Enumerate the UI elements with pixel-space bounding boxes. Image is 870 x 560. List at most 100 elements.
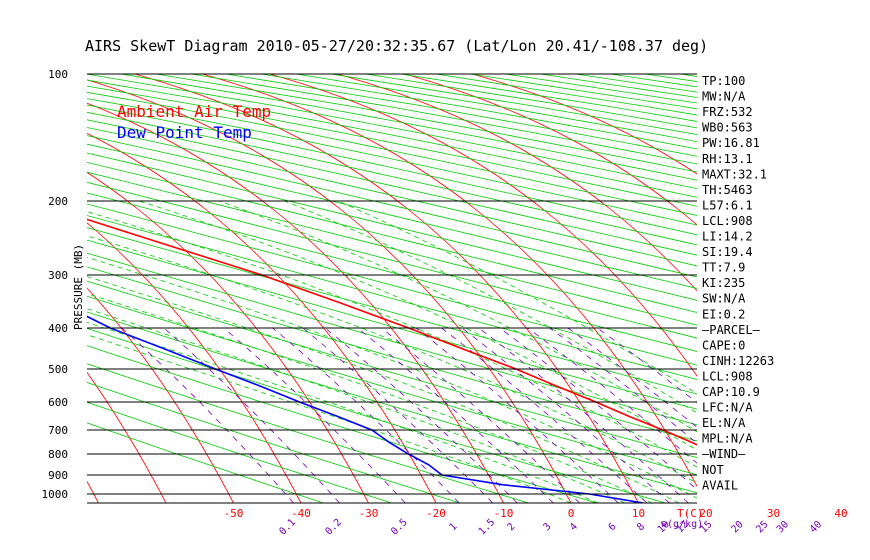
moist-adiabat-line bbox=[284, 200, 697, 414]
x-axis-label: T(C) bbox=[677, 507, 704, 520]
bottom-tick-label: 10 bbox=[632, 507, 645, 520]
mixing-ratio-line bbox=[527, 327, 697, 464]
index-item: TH:5463 bbox=[702, 183, 753, 197]
mixing-ratio-line bbox=[441, 327, 648, 503]
dry-adiabat-line bbox=[87, 239, 697, 410]
dry-adiabat-line bbox=[87, 328, 666, 503]
y-tick-label: 100 bbox=[48, 68, 68, 81]
index-item: WB0:563 bbox=[702, 121, 753, 135]
mixing-ratio-line bbox=[478, 327, 689, 503]
bottom-tick-label: 40 bbox=[834, 507, 847, 520]
index-item: AVAIL bbox=[702, 478, 738, 492]
moist-adiabat-line bbox=[87, 211, 697, 468]
index-item: LCL:908 bbox=[702, 369, 753, 383]
dry-adiabat-line bbox=[87, 227, 697, 395]
bottom-tick-label: -20 bbox=[426, 507, 446, 520]
index-item: EI:0.2 bbox=[702, 307, 745, 321]
dry-adiabat-line bbox=[87, 127, 697, 267]
mixing-ratio-line bbox=[272, 327, 460, 503]
mixing-ratio-line bbox=[121, 327, 294, 503]
index-item: TT:7.9 bbox=[702, 261, 745, 275]
bottom-tick-label: 30 bbox=[767, 507, 780, 520]
mixing-ratio-line bbox=[302, 327, 493, 503]
moist-adiabat-line bbox=[87, 334, 572, 503]
moist-adiabat-line bbox=[87, 257, 697, 499]
bottom-tick-label: -30 bbox=[359, 507, 379, 520]
dry-adiabat-line bbox=[87, 171, 697, 326]
dry-adiabat-line bbox=[87, 382, 461, 503]
index-item: RH:13.1 bbox=[702, 152, 753, 166]
dry-adiabat-line bbox=[87, 143, 697, 289]
mixing-ratio-line bbox=[461, 327, 670, 503]
moist-adiabat-line bbox=[139, 200, 697, 451]
y-tick-label: 500 bbox=[48, 363, 68, 376]
y-tick-label: 600 bbox=[48, 396, 68, 409]
index-item: MAXT:32.1 bbox=[702, 167, 767, 181]
mixing-ratio-label: w(g/kg) bbox=[661, 519, 703, 530]
isotherm-line bbox=[87, 171, 369, 503]
moist-adiabat-line bbox=[87, 276, 680, 503]
index-item: NOT bbox=[702, 463, 724, 477]
index-item: CAPE:0 bbox=[702, 338, 745, 352]
y-tick-label: 300 bbox=[48, 269, 68, 282]
index-item: TP:100 bbox=[702, 74, 745, 88]
dry-adiabat-line bbox=[87, 266, 697, 442]
isotherm-line bbox=[269, 74, 697, 377]
index-item: LCL:908 bbox=[702, 214, 753, 228]
legend-ambient-air-temp: Ambient Air Temp bbox=[117, 102, 271, 121]
isotherm-line bbox=[87, 371, 167, 503]
index-item: LI:14.2 bbox=[702, 230, 753, 244]
moist-adiabat-line bbox=[87, 321, 599, 503]
dry-adiabat-line bbox=[87, 203, 697, 366]
moist-adiabat-line bbox=[87, 293, 653, 503]
mixing-ratio-line bbox=[163, 327, 340, 503]
index-item: MW:N/A bbox=[702, 90, 746, 104]
index-item: LFC:N/A bbox=[702, 401, 753, 415]
dry-adiabat-line bbox=[87, 311, 697, 494]
dry-adiabat-line bbox=[87, 215, 697, 380]
dry-adiabat-line bbox=[87, 181, 697, 339]
index-item: FRZ:532 bbox=[702, 105, 753, 119]
isotherm-line bbox=[472, 74, 697, 175]
index-item: CAP:10.9 bbox=[702, 385, 760, 399]
dry-adiabat-line bbox=[87, 119, 697, 256]
y-tick-label: 800 bbox=[48, 448, 68, 461]
index-item: PW:16.81 bbox=[702, 136, 760, 150]
index-item: CINH:12263 bbox=[702, 354, 774, 368]
series-layer bbox=[87, 218, 697, 503]
index-item: –PARCEL– bbox=[702, 323, 761, 337]
isotherm-line bbox=[87, 132, 437, 503]
mixing-ratio-line bbox=[381, 327, 580, 503]
dry-adiabat-line bbox=[87, 252, 697, 426]
bottom-tick-label: 0 bbox=[568, 507, 575, 520]
mixing-ratio-line bbox=[415, 327, 619, 503]
dry-adiabat-line bbox=[87, 152, 697, 301]
mixing-ratio-line bbox=[567, 327, 697, 428]
bottom-tick-label: -10 bbox=[494, 507, 514, 520]
isotherm-line bbox=[87, 79, 572, 503]
mixing-ratio-line bbox=[549, 327, 697, 444]
index-item: SW:N/A bbox=[702, 292, 746, 306]
dry-adiabat-line bbox=[87, 295, 697, 476]
ambient-air-temp-line bbox=[87, 218, 697, 446]
y-tick-label: 700 bbox=[48, 424, 68, 437]
dry-adiabat-line bbox=[87, 401, 392, 503]
moist-adiabat-line bbox=[87, 235, 697, 484]
legend-dew-point-temp: Dew Point Temp bbox=[117, 123, 252, 142]
y-tick-label: 900 bbox=[48, 469, 68, 482]
moist-adiabat-line bbox=[219, 200, 697, 433]
bottom-tick-label: -50 bbox=[224, 507, 244, 520]
index-item: MPL:N/A bbox=[702, 432, 753, 446]
index-item: SI:19.4 bbox=[702, 245, 753, 259]
bottom-tick-label: -40 bbox=[291, 507, 311, 520]
dry-adiabat-line bbox=[87, 422, 324, 503]
index-item: L57:6.1 bbox=[702, 198, 753, 212]
grid-layer bbox=[87, 74, 697, 503]
mixing-ratio-line bbox=[223, 327, 406, 503]
dry-adiabat-line bbox=[87, 161, 697, 313]
dry-adiabat-line bbox=[87, 280, 697, 459]
dew-point-temp-line bbox=[87, 315, 644, 503]
